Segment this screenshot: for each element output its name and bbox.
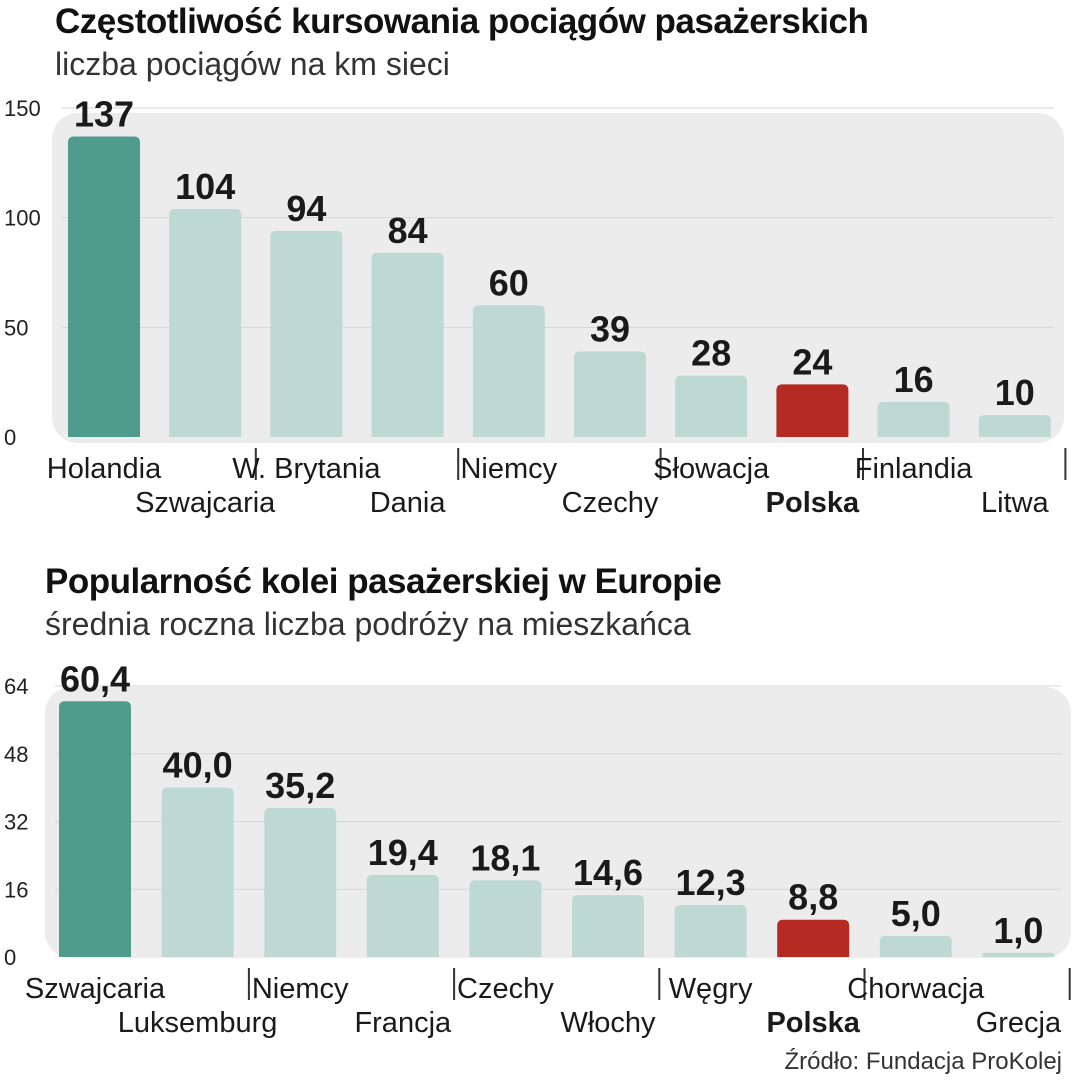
bar xyxy=(366,874,439,957)
bar xyxy=(675,375,748,437)
category-label: Chorwacja xyxy=(847,973,985,1005)
chart-popularity-plot: 0 16 32 48 64 60,4 Szwajcaria 40,0 Luksemburg 35,… xyxy=(4,660,1071,1039)
category-label: Dania xyxy=(370,487,447,519)
bar xyxy=(264,807,337,957)
chart-subtitle: liczba pociągów na km sieci xyxy=(55,46,450,82)
bar xyxy=(978,415,1051,437)
category-label: Szwajcaria xyxy=(25,973,166,1005)
category-label: Polska xyxy=(766,1007,860,1039)
data-label: 40,0 xyxy=(163,745,233,786)
y-tick-label: 48 xyxy=(4,742,28,767)
y-tick-label: 16 xyxy=(4,877,28,902)
data-label: 12,3 xyxy=(676,862,746,903)
chart-title: Popularność kolei pasażerskiej w Europie xyxy=(45,562,722,601)
category-label: W. Brytania xyxy=(232,453,381,485)
chart-popularity: Popularność kolei pasażerskiej w Europie… xyxy=(0,560,1077,1040)
data-label: 35,2 xyxy=(265,765,335,806)
bar xyxy=(469,880,542,957)
category-label: Czechy xyxy=(457,973,554,1005)
bar xyxy=(777,919,850,957)
bar xyxy=(674,904,747,957)
data-label: 28 xyxy=(691,333,731,374)
category-label: Litwa xyxy=(981,487,1050,519)
y-tick-label: 100 xyxy=(4,206,41,231)
data-label: 104 xyxy=(175,166,235,207)
chart-frequency-plot: 0 50 100 150 137 Holandia 104 Szwajcaria 94 W. Br… xyxy=(4,94,1067,519)
bar xyxy=(270,230,343,437)
data-label: 137 xyxy=(74,94,134,135)
data-label: 8,8 xyxy=(788,877,838,918)
category-label: Niemcy xyxy=(252,973,349,1005)
bar xyxy=(574,351,646,437)
category-label: Grecja xyxy=(976,1007,1062,1039)
category-label: Holandia xyxy=(47,453,162,485)
category-label: Francja xyxy=(354,1007,452,1039)
chart-frequency: Częstotliwość kursowania pociągów pasaże… xyxy=(0,0,1077,530)
bar xyxy=(572,895,644,957)
data-label: 94 xyxy=(286,188,326,229)
bar xyxy=(169,208,242,437)
data-label: 16 xyxy=(894,359,934,400)
category-label: Węgry xyxy=(669,973,753,1005)
data-label: 84 xyxy=(388,210,428,251)
category-label: Szwajcaria xyxy=(135,487,276,519)
data-label: 5,0 xyxy=(891,893,941,934)
bar xyxy=(982,952,1055,957)
bar xyxy=(776,384,849,437)
y-tick-label: 0 xyxy=(4,945,16,970)
chart-title: Częstotliwość kursowania pociągów pasaże… xyxy=(55,2,869,41)
data-label: 24 xyxy=(792,341,832,382)
y-tick-label: 50 xyxy=(4,315,28,340)
chart-subtitle: średnia roczna liczba podróży na mieszka… xyxy=(45,606,691,642)
data-label: 39 xyxy=(590,308,630,349)
category-label: Finlandia xyxy=(855,453,974,485)
category-label: Włochy xyxy=(560,1007,656,1039)
bar xyxy=(59,701,131,957)
category-label: Polska xyxy=(766,487,860,519)
category-label: Słowacja xyxy=(653,453,770,485)
y-tick-label: 64 xyxy=(4,674,28,699)
bar xyxy=(879,935,952,957)
data-label: 60 xyxy=(489,262,529,303)
category-label: Luksemburg xyxy=(118,1007,278,1039)
y-tick-label: 150 xyxy=(4,96,41,121)
data-label: 1,0 xyxy=(993,910,1043,951)
y-tick-label: 0 xyxy=(4,425,16,450)
category-label: Niemcy xyxy=(460,453,557,485)
bar xyxy=(877,401,950,437)
bar xyxy=(161,787,234,957)
data-label: 18,1 xyxy=(470,837,540,878)
bar xyxy=(371,252,444,437)
bar xyxy=(472,305,545,437)
bar xyxy=(68,136,140,437)
data-label: 19,4 xyxy=(368,832,438,873)
data-label: 14,6 xyxy=(573,852,643,893)
y-tick-label: 32 xyxy=(4,810,28,835)
category-label: Czechy xyxy=(562,487,659,519)
source-note: Źródło: Fundacja ProKolej xyxy=(784,1048,1062,1075)
data-label: 60,4 xyxy=(60,660,130,699)
data-label: 10 xyxy=(995,372,1035,413)
